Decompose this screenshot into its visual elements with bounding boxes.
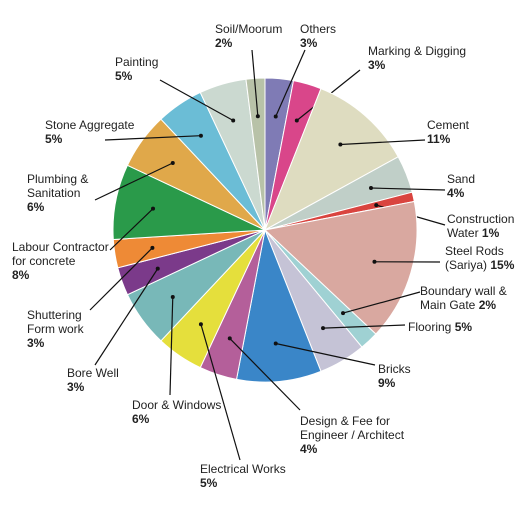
leader-dot: [155, 266, 160, 271]
value-label: 3%: [368, 58, 386, 72]
category-name: Labour Contractor for concrete: [12, 240, 109, 268]
leader-dot: [341, 311, 346, 316]
category-name: Plumbing & Sanitation: [27, 172, 89, 200]
leader-dot: [150, 245, 155, 250]
leader-dot: [273, 341, 278, 346]
pie-slice: [245, 77, 266, 231]
leader-line: [200, 324, 241, 461]
category-name: Stone Aggregate: [45, 118, 135, 132]
value-label: 3%: [300, 36, 318, 50]
category-name: Flooring: [408, 320, 452, 334]
slice-label: Design & Fee for Engineer / Architect 4%: [300, 414, 430, 456]
value-label: 3%: [67, 380, 85, 394]
value-label: 15%: [490, 258, 515, 272]
leader-line: [323, 324, 406, 329]
value-label: 6%: [132, 412, 150, 426]
slice-label: Painting 5%: [115, 55, 158, 83]
slice-label: Steel Rods (Sariya) 15%: [445, 244, 525, 272]
category-name: Design & Fee for Engineer / Architect: [300, 414, 405, 442]
slice-label: Door & Windows 6%: [132, 398, 221, 426]
leader-dot: [372, 259, 377, 264]
leader-dot: [198, 322, 203, 327]
value-label: 4%: [300, 442, 318, 456]
value-label: 8%: [12, 268, 30, 282]
category-name: Cement: [427, 118, 470, 132]
leader-line: [275, 342, 376, 366]
category-name: Shuttering Form work: [27, 308, 84, 336]
leader-line: [370, 187, 446, 191]
category-name: Painting: [115, 55, 159, 69]
leader-dot: [374, 203, 379, 208]
value-label: 3%: [27, 336, 45, 350]
category-name: Bore Well: [67, 366, 119, 380]
leader-line: [275, 49, 306, 117]
slice-label: Boundary wall & Main Gate 2%: [420, 284, 515, 312]
category-name: Door & Windows: [132, 398, 222, 412]
leader-line: [342, 291, 421, 314]
slice-label: Bricks 9%: [378, 362, 411, 390]
category-name: Bricks: [378, 362, 411, 376]
value-label: 9%: [378, 376, 396, 390]
category-name: Boundary wall & Main Gate: [420, 284, 507, 312]
value-label: 5%: [200, 476, 218, 490]
value-label: 2%: [478, 298, 497, 312]
leader-line: [159, 79, 234, 122]
leader-line: [94, 162, 174, 201]
value-label: 5%: [454, 320, 473, 334]
leader-dot: [227, 336, 232, 341]
category-name: Electrical Works: [200, 462, 286, 476]
slice-label: Marking & Digging 3%: [368, 44, 466, 72]
value-label: 4%: [447, 186, 465, 200]
slice-label: Labour Contractor for concrete 8%: [12, 240, 112, 282]
value-label: 2%: [215, 36, 233, 50]
leader-line: [169, 296, 174, 396]
leader-line: [251, 49, 259, 117]
value-label: 5%: [45, 132, 63, 146]
value-label: 6%: [27, 200, 45, 214]
leader-line: [340, 139, 426, 146]
category-name: Steel Rods (Sariya): [445, 244, 504, 272]
value-label: 5%: [115, 69, 133, 83]
pie-slice: [235, 228, 322, 383]
leader-dot: [273, 114, 278, 119]
category-name: Marking & Digging: [368, 44, 467, 58]
leader-line: [89, 247, 153, 311]
leader-dot: [170, 295, 175, 300]
leader-dot: [231, 118, 236, 123]
slice-label: Bore Well 3%: [67, 366, 119, 394]
leader-line: [109, 208, 154, 251]
value-label: 1%: [481, 226, 500, 240]
slice-label: Flooring 5%: [408, 320, 472, 334]
value-label: 11%: [427, 132, 451, 146]
slice-label: Others 3%: [300, 22, 336, 50]
category-name: Construction Water: [447, 212, 515, 240]
leader-line: [229, 338, 301, 411]
slice-label: Construction Water 1%: [447, 212, 527, 240]
leader-dot: [338, 142, 343, 147]
leader-line: [104, 135, 201, 141]
slice-label: Shuttering Form work 3%: [27, 308, 97, 350]
slice-label: Stone Aggregate 5%: [45, 118, 134, 146]
leader-dot: [198, 133, 203, 138]
pie-slice: [264, 88, 399, 232]
slice-label: Sand 4%: [447, 172, 475, 200]
slice-label: Soil/Moorum 2%: [215, 22, 282, 50]
category-name: Others: [300, 22, 337, 36]
slice-label: Plumbing & Sanitation 6%: [27, 172, 97, 214]
leader-dot: [255, 114, 260, 119]
leader-dot: [321, 326, 326, 331]
slice-label: Cement 11%: [427, 118, 469, 146]
leader-dot: [294, 118, 299, 123]
category-name: Soil/Moorum: [215, 22, 283, 36]
leader-line: [94, 268, 159, 366]
leader-dot: [170, 160, 175, 165]
leader-dot: [151, 206, 156, 211]
leader-dot: [368, 186, 373, 191]
category-name: Sand: [447, 172, 476, 186]
slice-label: Electrical Works 5%: [200, 462, 286, 490]
